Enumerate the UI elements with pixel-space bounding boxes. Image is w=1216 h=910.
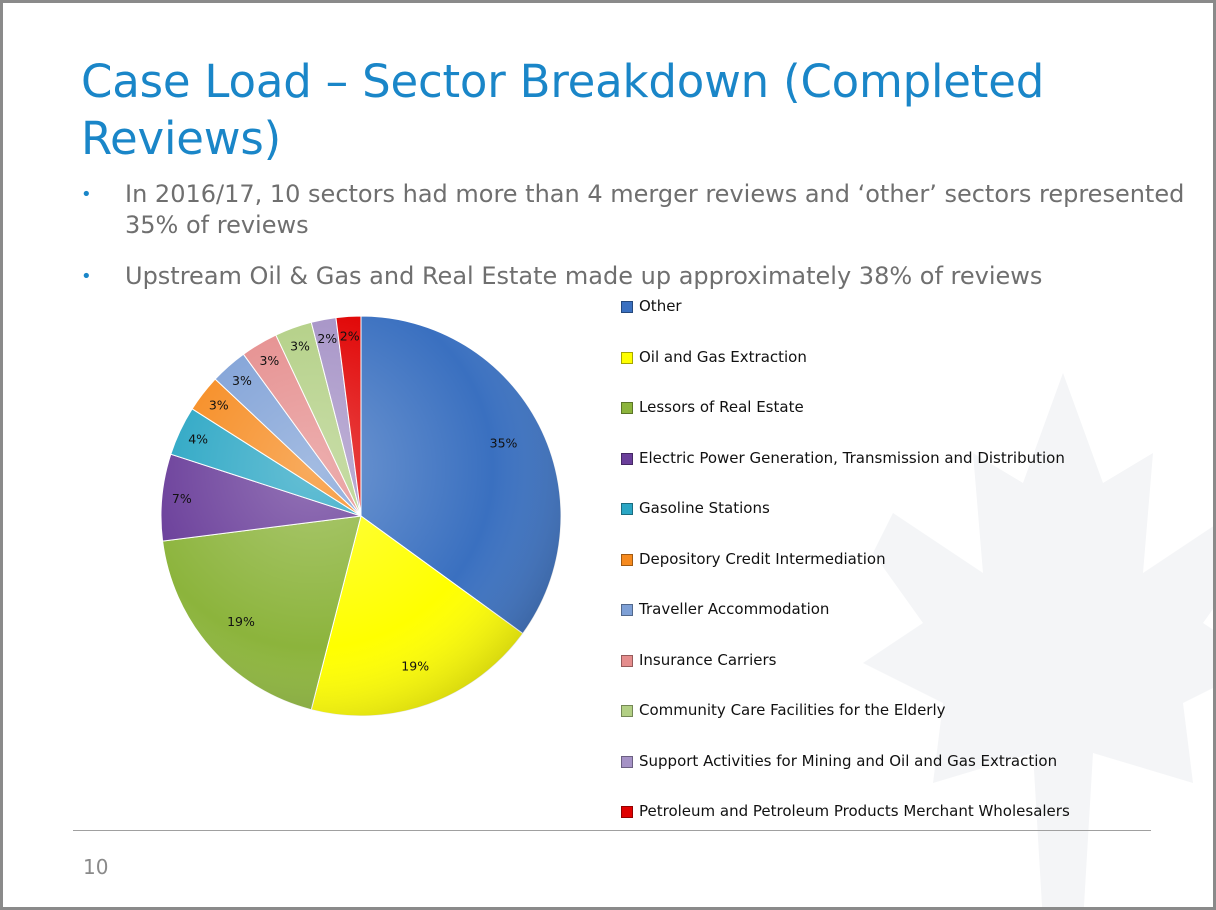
pie-slice-label: 4% (188, 431, 208, 446)
pie-slice-label: 3% (232, 373, 252, 388)
pie-slice-label: 7% (172, 491, 192, 506)
legend-item: Support Activities for Mining and Oil an… (621, 751, 1181, 802)
bullet-icon: • (81, 184, 92, 205)
bullet-item: • Upstream Oil & Gas and Real Estate mad… (79, 261, 1189, 292)
pie-slice-label: 19% (401, 659, 429, 674)
legend-swatch (621, 351, 633, 364)
legend-item: Other (621, 296, 1181, 347)
legend-swatch (621, 553, 633, 566)
legend-label: Community Care Facilities for the Elderl… (639, 701, 946, 719)
legend-label: Petroleum and Petroleum Products Merchan… (639, 802, 1070, 820)
chart-legend: Other Oil and Gas Extraction Lessors of Re… (621, 296, 1181, 852)
legend-item: Depository Credit Intermediation (621, 549, 1181, 600)
bullet-text: Upstream Oil & Gas and Real Estate made … (125, 262, 1043, 290)
pie-slice-label: 3% (290, 339, 310, 354)
legend-item: Gasoline Stations (621, 498, 1181, 549)
bullet-list: • In 2016/17, 10 sectors had more than 4… (79, 179, 1189, 312)
legend-label: Lessors of Real Estate (639, 398, 804, 416)
legend-swatch (621, 806, 633, 818)
legend-item: Oil and Gas Extraction (621, 347, 1181, 398)
legend-swatch (621, 654, 633, 667)
pie-slice-label: 35% (490, 435, 518, 450)
legend-item: Traveller Accommodation (621, 599, 1181, 650)
legend-swatch (621, 452, 633, 465)
legend-label: Other (639, 297, 682, 315)
legend-label: Depository Credit Intermediation (639, 549, 886, 568)
pie-slice-label: 3% (259, 353, 279, 368)
pie-slice-label: 2% (340, 328, 360, 343)
legend-item: Petroleum and Petroleum Products Merchan… (621, 801, 1181, 852)
legend-swatch (621, 755, 633, 768)
bullet-icon: • (81, 266, 92, 287)
legend-item: Insurance Carriers (621, 650, 1181, 701)
bullet-text: In 2016/17, 10 sectors had more than 4 m… (125, 180, 1185, 239)
legend-swatch (621, 402, 633, 414)
legend-label: Gasoline Stations (639, 499, 770, 517)
pie-slice-label: 19% (227, 614, 255, 629)
pie-labels: 35%19%19%7%4%3%3%3%3% 2% 2% (172, 328, 518, 673)
slide: Case Load – Sector Breakdown (Completed … (3, 3, 1213, 907)
legend-label: Electric Power Generation, Transmission … (639, 448, 1065, 467)
pie-slice-label: 3% (209, 398, 229, 413)
legend-swatch (621, 604, 633, 616)
legend-label: Insurance Carriers (639, 650, 777, 669)
legend-label: Traveller Accommodation (639, 600, 830, 618)
legend-swatch (621, 503, 633, 515)
legend-item: Electric Power Generation, Transmission … (621, 448, 1181, 499)
legend-swatch (621, 301, 633, 313)
page-number: 10 (83, 855, 109, 879)
pie-slice-label: 2% (317, 331, 337, 346)
footer-divider (73, 830, 1151, 831)
legend-swatch (621, 705, 633, 717)
bullet-item: • In 2016/17, 10 sectors had more than 4… (79, 179, 1189, 241)
legend-item: Community Care Facilities for the Elderl… (621, 700, 1181, 751)
slide-title: Case Load – Sector Breakdown (Completed … (81, 55, 1045, 165)
legend-label: Oil and Gas Extraction (639, 347, 807, 366)
legend-label: Support Activities for Mining and Oil an… (639, 751, 1058, 770)
pie-slices (160, 315, 562, 717)
legend-item: Lessors of Real Estate (621, 397, 1181, 448)
